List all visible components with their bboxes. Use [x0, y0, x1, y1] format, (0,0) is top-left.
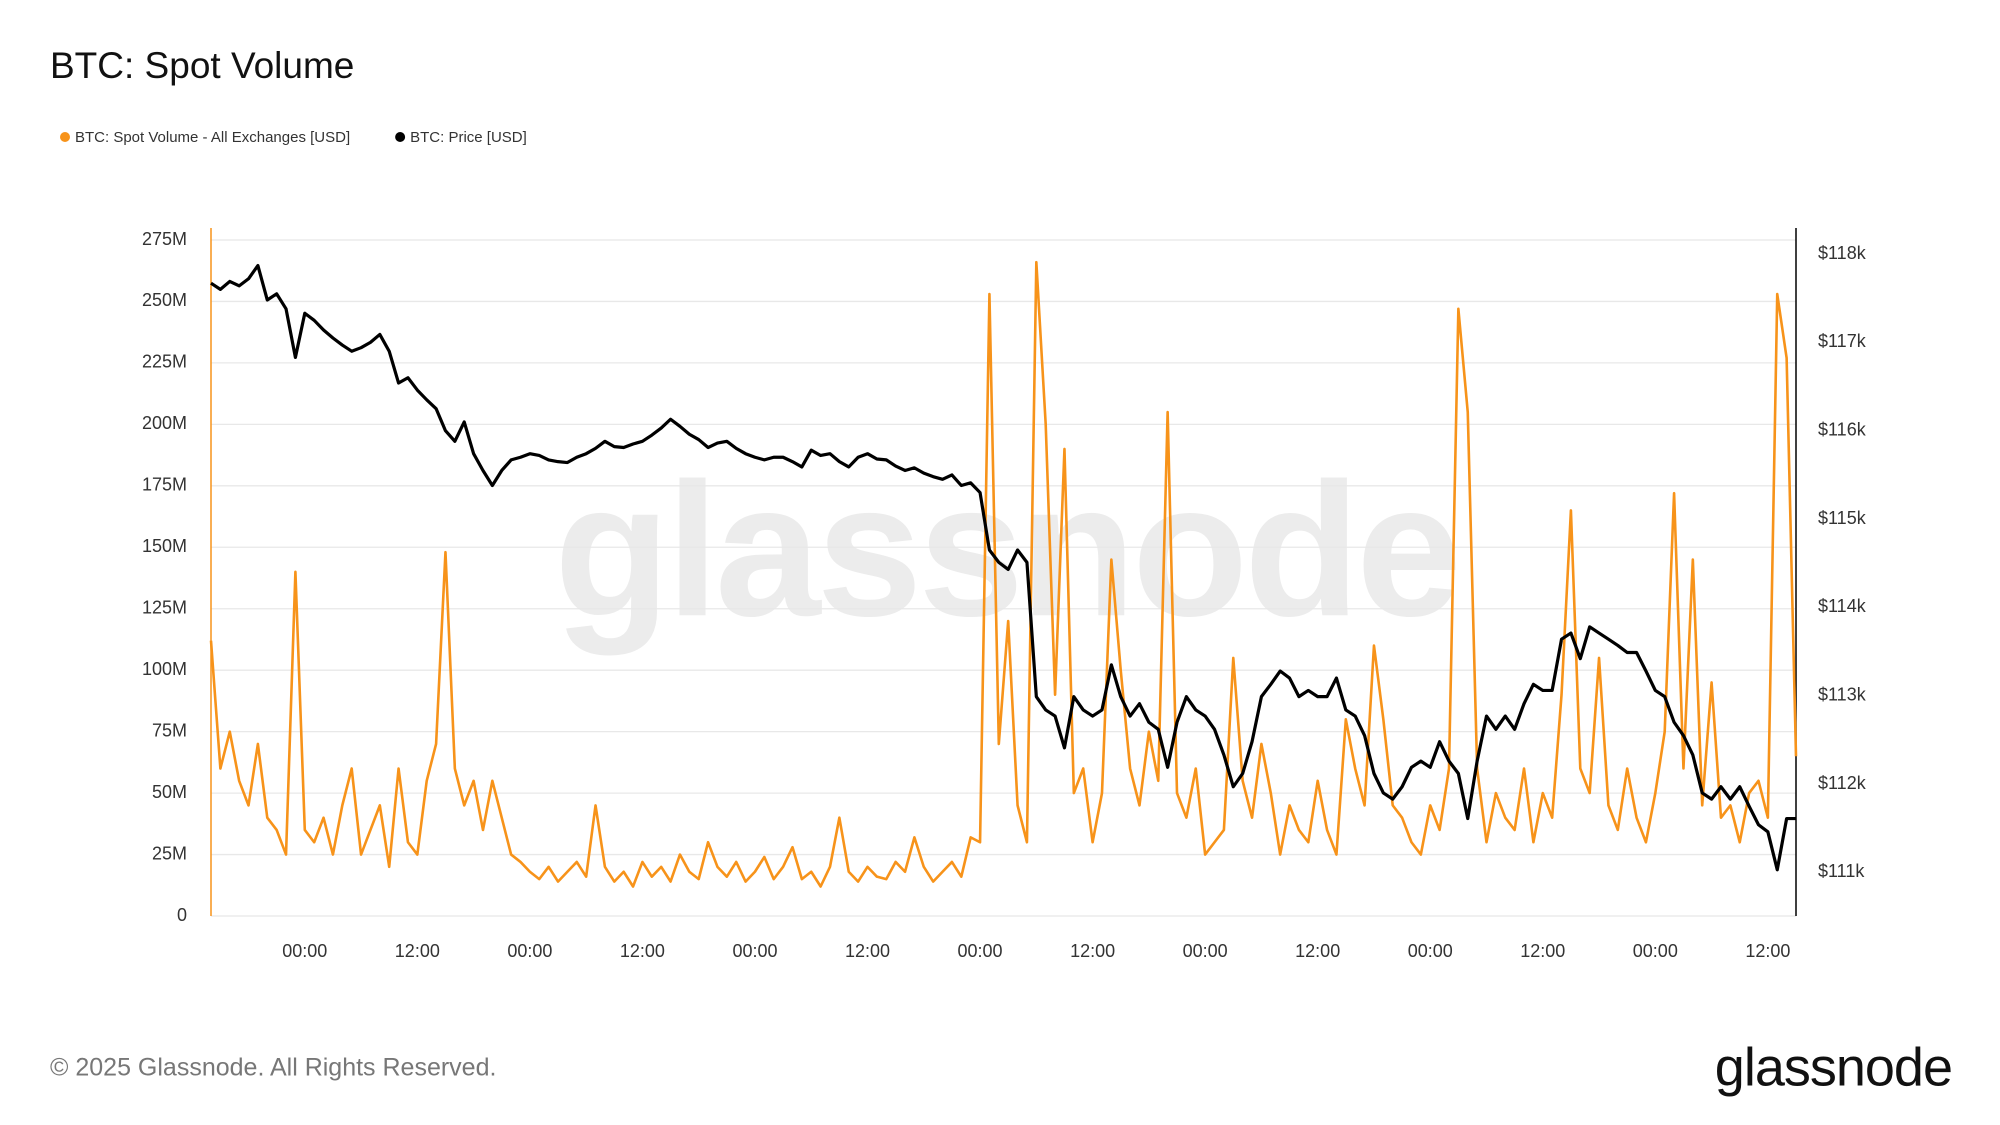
legend-marker	[60, 132, 70, 142]
x-tick-label: 12:00	[1070, 941, 1115, 961]
y2-tick-label: $112k	[1818, 773, 1867, 793]
y-tick-label: 75M	[152, 720, 187, 740]
y-tick-label: 125M	[142, 597, 187, 617]
x-tick-label: 00:00	[1408, 941, 1453, 961]
y2-tick-label: $118k	[1818, 243, 1867, 263]
legend-label: BTC: Spot Volume - All Exchanges [USD]	[75, 129, 350, 146]
series-line	[209, 260, 1798, 888]
copyright: © 2025 Glassnode. All Rights Reserved.	[50, 1054, 496, 1082]
y-tick-label: 275M	[142, 229, 187, 249]
y2-tick-label: $116k	[1818, 419, 1867, 439]
chart-title: BTC: Spot Volume	[50, 45, 354, 86]
y2-tick-label: $114k	[1818, 596, 1867, 616]
y-tick-label: 150M	[142, 536, 187, 556]
x-tick-label: 12:00	[620, 941, 665, 961]
x-tick-label: 12:00	[1520, 941, 1565, 961]
x-tick-label: 00:00	[958, 941, 1003, 961]
logo: glassnode	[1715, 1037, 1952, 1097]
watermark: glassnode	[554, 444, 1458, 656]
y-tick-label: 100M	[142, 659, 187, 679]
x-tick-label: 00:00	[732, 941, 777, 961]
x-tick-label: 12:00	[395, 941, 440, 961]
y2-tick-label: $115k	[1818, 508, 1867, 528]
legend-label: BTC: Price [USD]	[410, 129, 527, 146]
y-tick-label: 175M	[142, 475, 187, 495]
x-tick-label: 12:00	[845, 941, 890, 961]
x-tick-label: 00:00	[282, 941, 327, 961]
legend-marker	[395, 132, 406, 142]
y-tick-label: 200M	[142, 413, 187, 433]
y2-tick-label: $111k	[1818, 861, 1865, 881]
y-tick-label: 225M	[142, 352, 187, 372]
x-tick-label: 00:00	[1183, 941, 1228, 961]
series-line	[210, 263, 1796, 872]
y-tick-label: 250M	[142, 290, 187, 310]
y-tick-label: 25M	[152, 843, 187, 863]
x-tick-label: 12:00	[1295, 941, 1340, 961]
y2-tick-label: $113k	[1818, 685, 1867, 705]
y-tick-label: 50M	[152, 782, 187, 802]
x-tick-label: 00:00	[507, 941, 552, 961]
x-tick-label: 00:00	[1633, 941, 1678, 961]
x-tick-label: 12:00	[1745, 941, 1790, 961]
y2-tick-label: $117k	[1818, 331, 1867, 351]
y-tick-label: 0	[177, 905, 187, 925]
